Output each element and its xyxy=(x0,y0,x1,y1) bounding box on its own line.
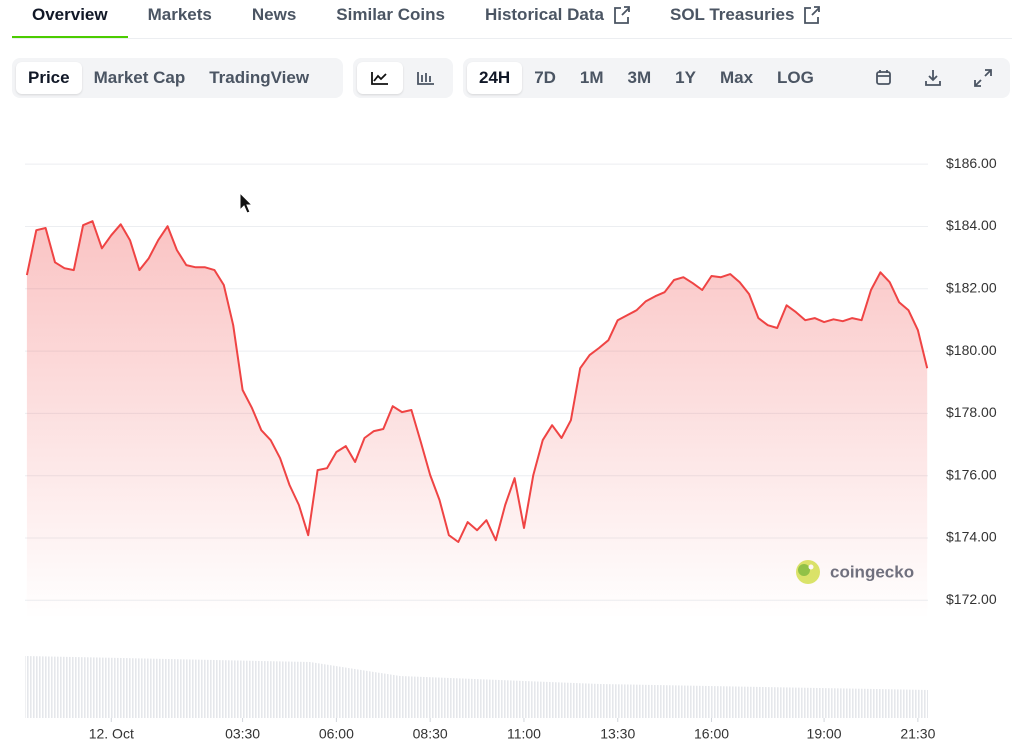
candle-chart-button[interactable] xyxy=(403,62,449,94)
tab-label: Similar Coins xyxy=(336,5,445,24)
range-group: 24H 7D 1M 3M 1Y Max LOG xyxy=(463,58,1010,98)
range-button-label: 7D xyxy=(534,68,556,87)
y-tick-label: $172.00 xyxy=(946,591,997,607)
range-button-label: 1M xyxy=(579,68,604,87)
view-button-label: TradingView xyxy=(209,68,310,87)
external-link-icon xyxy=(804,6,821,24)
tab[interactable]: Similar Coins xyxy=(316,0,465,38)
range-button[interactable]: 1M xyxy=(568,62,616,94)
view-button[interactable]: Market Cap xyxy=(82,62,198,94)
price-line xyxy=(25,220,929,543)
x-tick-label: 06:00 xyxy=(319,726,354,742)
chart-style-group xyxy=(353,58,453,98)
download-button[interactable] xyxy=(919,64,947,92)
tab-divider xyxy=(12,38,1012,39)
range-button[interactable]: 1Y xyxy=(663,62,708,94)
area-fill xyxy=(26,221,928,619)
view-button[interactable]: Price xyxy=(16,62,82,94)
range-button-label: 24H xyxy=(479,68,511,87)
range-button-label: LOG xyxy=(777,68,814,87)
chart-tools xyxy=(869,64,997,92)
x-tick-label: 11:00 xyxy=(507,726,541,742)
range-button[interactable]: 7D xyxy=(522,62,568,94)
view-group: Price Market Cap TradingView xyxy=(12,58,343,98)
range-button-label: 3M xyxy=(627,68,652,87)
mouse-cursor xyxy=(239,191,254,214)
view-button[interactable]: TradingView xyxy=(197,62,321,94)
tab[interactable]: SOL Treasuries xyxy=(650,0,840,38)
external-link-icon xyxy=(614,6,630,24)
tab[interactable]: Markets xyxy=(128,0,232,38)
tab-label: Overview xyxy=(32,5,108,24)
x-tick-label: 03:30 xyxy=(225,726,260,742)
tab-label: News xyxy=(251,5,297,24)
range-button-label: Max xyxy=(719,68,754,87)
range-button-label: 1Y xyxy=(675,68,696,87)
line-chart-button[interactable] xyxy=(357,62,403,94)
x-tick-label: 21:30 xyxy=(900,726,935,742)
volume-band xyxy=(25,656,928,718)
x-tick-label: 12. Oct xyxy=(89,726,134,742)
calendar-button[interactable] xyxy=(869,64,897,92)
y-tick-label: $182.00 xyxy=(946,279,997,295)
y-tick-label: $180.00 xyxy=(946,342,997,358)
x-tick-label: 19:00 xyxy=(807,726,842,742)
fullscreen-button[interactable] xyxy=(969,64,997,92)
line-icon xyxy=(371,72,388,85)
tab-bar: Overview Markets News Similar Coins Historic… xyxy=(12,0,840,38)
x-tick-label: 13:30 xyxy=(600,726,635,742)
tab[interactable]: Overview xyxy=(12,0,128,38)
view-button-label: Price xyxy=(28,68,70,87)
x-tick-label: 16:00 xyxy=(694,726,729,742)
range-button[interactable]: LOG xyxy=(765,62,826,94)
view-button-label: Market Cap xyxy=(93,68,186,87)
y-tick-label: $174.00 xyxy=(946,529,997,545)
tab-label: SOL Treasuries xyxy=(669,5,795,24)
y-tick-label: $186.00 xyxy=(946,155,997,171)
tab[interactable]: Historical Data xyxy=(465,0,650,38)
candle-icon xyxy=(417,72,434,85)
range-button[interactable]: Max xyxy=(708,62,765,94)
range-button[interactable]: 3M xyxy=(616,62,664,94)
tab[interactable]: News xyxy=(232,0,316,38)
y-tick-label: $178.00 xyxy=(946,404,997,420)
tab-label: Markets xyxy=(147,5,212,24)
x-tick-label: 08:30 xyxy=(413,726,448,742)
tab-label: Historical Data xyxy=(484,5,604,24)
range-button[interactable]: 24H xyxy=(467,62,523,94)
y-tick-label: $184.00 xyxy=(946,217,997,233)
y-tick-label: $176.00 xyxy=(946,466,997,482)
